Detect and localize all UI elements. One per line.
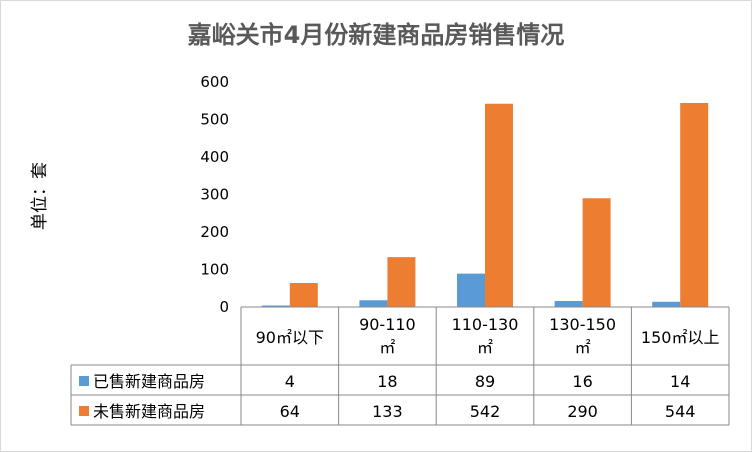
- data-table-value: 133: [372, 402, 403, 421]
- y-tick-label: 0: [219, 298, 229, 316]
- bar: [680, 103, 709, 307]
- data-table-value: 542: [470, 402, 501, 421]
- category-label: ㎡: [575, 338, 591, 357]
- data-table: 90㎡以下 90-110 ㎡ 110-130 ㎡ 130-150 ㎡ 150㎡以上已售新建商品…: [70, 306, 730, 426]
- y-tick-label: 500: [200, 111, 229, 129]
- data-table-value: 64: [280, 402, 300, 421]
- bar: [485, 103, 513, 307]
- bar: [387, 257, 416, 307]
- category-label: ㎡: [379, 338, 395, 357]
- data-table-value: 14: [670, 372, 690, 391]
- bar: [289, 283, 318, 307]
- bar: [652, 301, 681, 307]
- category-label: 130-150: [549, 315, 616, 334]
- category-label: 90㎡以下: [256, 328, 324, 347]
- data-table-value: 290: [567, 402, 598, 421]
- bar: [359, 300, 388, 307]
- y-tick-label: 400: [200, 148, 229, 166]
- bar: [582, 198, 611, 307]
- data-table-value: 16: [572, 372, 592, 391]
- y-tick-label: 600: [200, 73, 229, 91]
- bars: [261, 103, 709, 307]
- y-tick-label: 100: [200, 261, 229, 279]
- bar: [554, 301, 583, 307]
- category-label: 110-130: [452, 315, 519, 334]
- y-ticks: 0 100 200 300 400 500 600: [200, 73, 229, 316]
- legend-label: 已售新建商品房: [93, 372, 205, 391]
- category-label: 150㎡以上: [641, 328, 720, 347]
- bar: [261, 305, 290, 307]
- y-axis-label: 单位：套: [30, 162, 50, 230]
- category-label: 90-110: [359, 315, 416, 334]
- data-table-value: 18: [377, 372, 397, 391]
- legend-swatch: [79, 406, 89, 416]
- y-tick-label: 200: [200, 223, 229, 241]
- bar: [457, 273, 485, 307]
- legend-swatch: [79, 376, 89, 386]
- y-tick-label: 300: [200, 186, 229, 204]
- chart-title: 嘉峪关市4月份新建商品房销售情况: [188, 21, 565, 49]
- category-label: ㎡: [477, 338, 493, 357]
- data-table-value: 4: [285, 372, 295, 391]
- data-table-value: 544: [665, 402, 696, 421]
- legend-label: 未售新建商品房: [93, 402, 205, 421]
- data-table-value: 89: [475, 372, 495, 391]
